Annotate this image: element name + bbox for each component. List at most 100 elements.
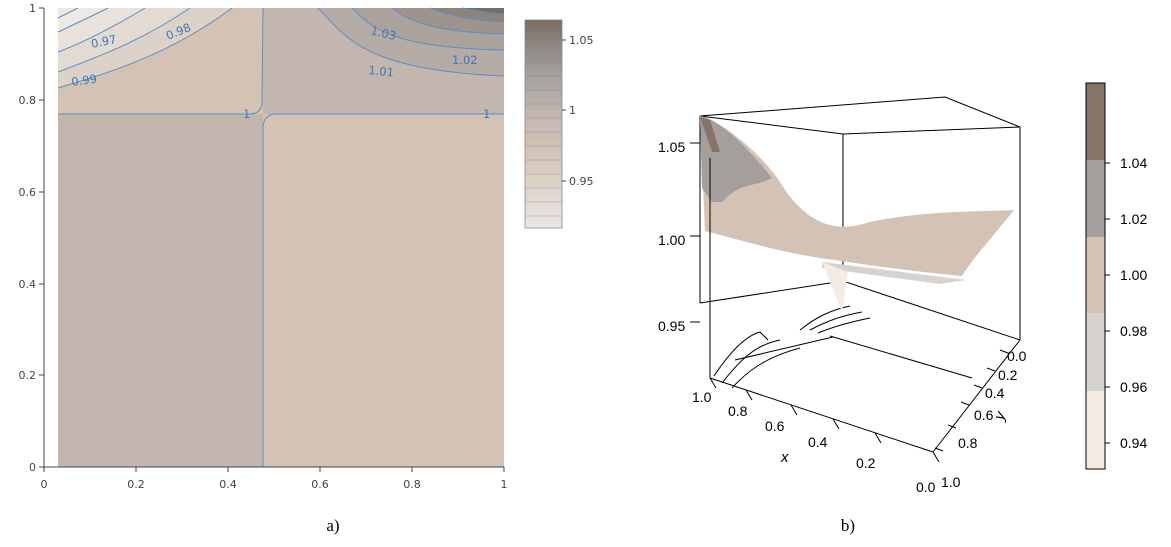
colorbar-b-label-1.00: 1.00 — [1120, 267, 1147, 283]
colorbar-b-label-1.04: 1.04 — [1120, 155, 1147, 171]
colorbar-a-contour-ticks — [525, 33, 562, 217]
y3d-tick-mark-1.0 — [934, 447, 944, 452]
x3d-tick-label-0.4: 0.4 — [808, 434, 828, 450]
surface-peak — [700, 117, 720, 152]
floor-contour-3 — [731, 347, 801, 389]
high-band-5 — [462, 8, 504, 14]
colorbar-b: 1.04 1.02 1.00 0.98 0.96 0.94 — [1085, 82, 1147, 470]
box-floor-back — [699, 280, 1021, 341]
contour-region-bottom-right — [263, 114, 504, 467]
contour-line-6 — [57, 7, 109, 33]
box-back-top-2 — [699, 96, 1021, 128]
contour-line-7 — [57, 7, 79, 19]
contour-line-8 — [317, 7, 505, 77]
x3d-ticks — [709, 377, 940, 463]
contour-label-1.02: 1.02 — [452, 53, 478, 67]
y3d-tick-mark-0.0 — [999, 349, 1009, 354]
colorbar-b-band-5 — [1086, 391, 1105, 469]
contour-region-bottom-left — [58, 114, 263, 467]
contour-line-11 — [429, 7, 505, 23]
y3d-tick-mark-0.2 — [986, 367, 996, 372]
x-tick-label-1: 1 — [501, 478, 508, 491]
contour-line-3 — [57, 7, 233, 89]
contour-panel: 0.97 0.98 0.99 1 1 1.01 1.02 1.03 0 0.2 … — [19, 2, 594, 535]
y3d-tick-mark-0.4 — [973, 384, 983, 389]
z-tick-label-1.05: 1.05 — [658, 139, 685, 155]
colorbar-b-label-0.96: 0.96 — [1120, 379, 1147, 395]
panel-b-label: b) — [841, 516, 855, 535]
contour-line-12 — [461, 7, 505, 15]
floor-contour-7 — [829, 335, 973, 379]
y3d-tick-label-0.4: 0.4 — [985, 385, 1005, 401]
contour-label-1-right: 1 — [483, 107, 490, 121]
floor-contour-4 — [799, 305, 851, 331]
floor-contour-1 — [713, 331, 769, 377]
colorbar-a-label-1.05: 1.05 — [569, 34, 594, 47]
floor-contour-5 — [809, 311, 863, 331]
box-front-right — [932, 339, 1021, 453]
surface — [700, 116, 1014, 312]
colorbar-b-band-2 — [1086, 160, 1105, 237]
x3d-tick-mark-0.4 — [832, 418, 840, 430]
box-back — [699, 96, 1021, 341]
contour-line-4 — [57, 7, 191, 73]
colorbar-b-band-1 — [1086, 83, 1105, 160]
colorbar-b-frame — [1085, 82, 1106, 470]
colorbar-a-label-0.95: 0.95 — [569, 175, 594, 188]
z-tick-label-1.00: 1.00 — [658, 232, 685, 248]
surface-under-edge — [822, 262, 966, 284]
colorbar-a: 1.05 1 0.95 — [524, 19, 594, 229]
colorbar-b-band-3 — [1086, 237, 1105, 313]
contour-line-9 — [351, 7, 505, 51]
x3d-tick-mark-0.6 — [790, 404, 798, 416]
x3d-axis-title: x — [780, 449, 789, 466]
floor-contour-2 — [721, 339, 781, 384]
y3d-tick-label-0.8: 0.8 — [958, 435, 978, 451]
y3d-tick-label-0.2: 0.2 — [998, 367, 1018, 383]
x3d-tick-label-0.2: 0.2 — [856, 455, 876, 471]
contour-label-1-center: 1 — [243, 107, 250, 121]
y-tick-label-0.4: 0.4 — [19, 278, 37, 291]
colorbar-b-ticks — [1105, 162, 1110, 444]
colorbar-b-band-4 — [1086, 313, 1105, 391]
colorbar-a-label-1: 1 — [569, 104, 576, 117]
box-front-bottom — [709, 377, 934, 453]
x3d-tick-label-0.6: 0.6 — [765, 418, 785, 434]
y-tick-label-0: 0 — [29, 461, 36, 474]
box-front — [709, 158, 1021, 453]
z-axis-ticks — [690, 142, 700, 323]
box-back-top — [699, 115, 1021, 135]
y-tick-label-0.2: 0.2 — [19, 369, 37, 382]
contour-line-5 — [57, 7, 146, 53]
x-tick-label-0.2: 0.2 — [127, 478, 145, 491]
floor-contours — [713, 305, 973, 389]
contour-label-0.99: 0.99 — [70, 72, 97, 89]
z-tick-label-0.95: 0.95 — [658, 318, 685, 334]
x-tick-label-0: 0 — [41, 478, 48, 491]
colorbar-b-label-0.98: 0.98 — [1120, 323, 1147, 339]
contour-label-1.03: 1.03 — [369, 23, 397, 43]
y-axis-ticks — [39, 7, 44, 468]
colorbar-b-label-0.94: 0.94 — [1120, 435, 1147, 451]
colorbar-b-label-1.02: 1.02 — [1120, 211, 1147, 227]
surface-panel: 1.05 1.00 0.95 1.0 0.8 0.6 0.4 0.2 0.0 x… — [658, 82, 1147, 535]
floor-contour-8 — [734, 336, 834, 361]
x3d-tick-mark-0.8 — [745, 389, 753, 401]
y3d-ticks — [934, 349, 1009, 452]
y3d-tick-mark-0.6 — [960, 401, 970, 406]
y-tick-label-0.6: 0.6 — [19, 186, 37, 199]
panel-a-label: a) — [326, 516, 339, 535]
y3d-tick-mark-0.8 — [947, 424, 957, 429]
y-tick-label-0.8: 0.8 — [19, 94, 37, 107]
surface-spike — [822, 262, 848, 312]
x3d-tick-label-1.0: 1.0 — [692, 389, 712, 405]
x-tick-label-0.8: 0.8 — [403, 478, 421, 491]
contour-lines — [57, 7, 505, 467]
colorbar-a-gradient — [524, 19, 563, 229]
y3d-tick-label-1.0: 1.0 — [941, 474, 961, 490]
contour-line-2 — [262, 113, 504, 467]
x3d-tick-label-0.8: 0.8 — [728, 403, 748, 419]
x3d-tick-mark-0.2 — [874, 432, 882, 444]
x-tick-label-0.6: 0.6 — [311, 478, 329, 491]
